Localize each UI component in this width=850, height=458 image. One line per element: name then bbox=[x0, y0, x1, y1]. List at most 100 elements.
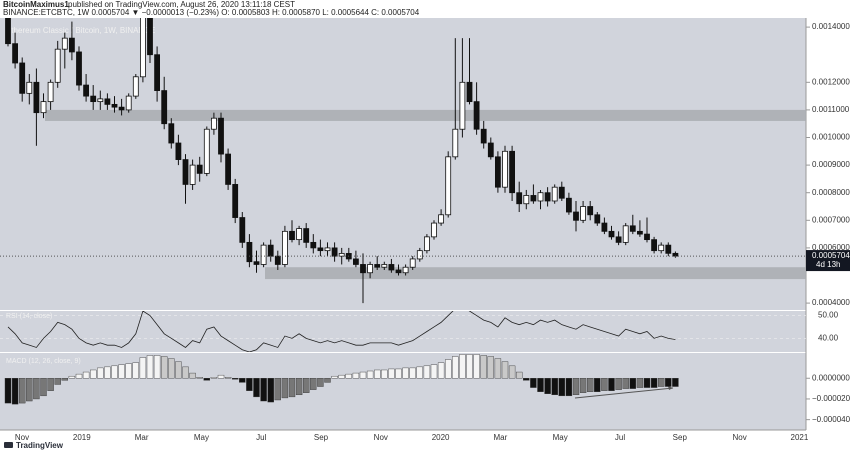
candle-body bbox=[566, 197, 572, 213]
macd-bar bbox=[530, 378, 537, 388]
candle-body bbox=[26, 81, 33, 94]
macd-bar bbox=[487, 356, 494, 379]
macd-bar bbox=[104, 366, 111, 379]
macd-bar bbox=[608, 378, 615, 391]
candle-body bbox=[615, 236, 622, 243]
rsi-tick-label: 50.00 bbox=[818, 311, 839, 320]
rsi-plot bbox=[7, 311, 676, 352]
author: BitcoinMaximus1 bbox=[3, 0, 69, 9]
price-plot bbox=[5, 18, 806, 304]
macd-bar bbox=[75, 373, 83, 379]
trend-arrow bbox=[668, 386, 673, 390]
macd-bar bbox=[594, 378, 601, 392]
macd-bar bbox=[587, 378, 594, 392]
watermark: Ethereum Classic / Bitcoin, 1W, BINANCE bbox=[6, 26, 155, 35]
candle-body bbox=[296, 228, 303, 241]
macd-bar bbox=[317, 378, 324, 387]
macd-bar bbox=[601, 378, 608, 391]
macd-bar bbox=[331, 375, 338, 379]
candle-body bbox=[203, 128, 210, 174]
macd-bar bbox=[551, 378, 558, 396]
candle-body bbox=[168, 123, 175, 144]
candle-body bbox=[189, 164, 196, 185]
candle-body bbox=[445, 156, 452, 216]
candle-body bbox=[367, 264, 374, 274]
candle-body bbox=[416, 250, 423, 260]
candle-body bbox=[530, 195, 537, 202]
candle-body bbox=[644, 233, 650, 241]
macd-bar bbox=[352, 372, 360, 379]
x-tick-label: Sep bbox=[673, 433, 688, 442]
macd-bar bbox=[658, 378, 665, 387]
x-tick-label: Jul bbox=[615, 433, 625, 442]
candle-body bbox=[175, 142, 182, 160]
macd-bar bbox=[288, 378, 296, 398]
candle-body bbox=[381, 264, 388, 268]
macd-bar bbox=[295, 378, 303, 396]
macd-bar bbox=[61, 378, 68, 381]
x-tick-label: May bbox=[194, 433, 209, 442]
macd-bar bbox=[366, 370, 374, 379]
candle-body bbox=[210, 117, 217, 130]
macd-bar bbox=[118, 364, 125, 379]
x-tick-label: Mar bbox=[494, 433, 508, 442]
y-tick-label: 0.0014000 bbox=[812, 22, 850, 31]
candle-body bbox=[40, 101, 47, 114]
candle-body bbox=[289, 230, 295, 241]
candle-body bbox=[352, 258, 359, 265]
macd-bar bbox=[196, 377, 203, 379]
last-price-label: 0.0005704 bbox=[812, 251, 850, 260]
zone bbox=[265, 267, 806, 280]
macd-bar bbox=[452, 356, 459, 379]
candle-body bbox=[551, 186, 558, 202]
y-tick-label: 0.0004000 bbox=[812, 298, 850, 307]
candle-body bbox=[502, 150, 508, 188]
macd-bar bbox=[345, 373, 352, 379]
macd-bar bbox=[217, 374, 225, 379]
x-tick-label: Nov bbox=[15, 433, 29, 442]
macd-bar bbox=[672, 378, 679, 387]
candle-body bbox=[480, 128, 487, 144]
candle-body bbox=[76, 51, 82, 86]
macd-bar bbox=[224, 377, 232, 379]
macd-bar bbox=[82, 371, 90, 379]
macd-bar bbox=[260, 378, 267, 402]
macd-label: MACD (12, 26, close, 9) bbox=[6, 358, 81, 365]
macd-bar bbox=[409, 367, 416, 379]
macd-bar bbox=[303, 378, 310, 393]
candle-body bbox=[239, 217, 246, 243]
price-pane bbox=[0, 18, 806, 310]
macd-bar bbox=[558, 378, 565, 397]
candle-body bbox=[580, 206, 586, 221]
macd-bar bbox=[395, 368, 402, 379]
macd-bar bbox=[47, 378, 54, 391]
y-tick-label: 0.0008000 bbox=[812, 188, 850, 197]
x-tick-label: 2020 bbox=[432, 433, 450, 442]
macd-bar bbox=[11, 378, 19, 405]
y-tick-label: 0.0012000 bbox=[812, 77, 850, 86]
candle-body bbox=[274, 255, 281, 265]
candle-body bbox=[182, 159, 189, 185]
candle-body bbox=[658, 244, 665, 252]
macd-bar bbox=[310, 378, 317, 390]
candle-body bbox=[33, 81, 40, 114]
macd-bar bbox=[231, 378, 239, 380]
macd-bar bbox=[643, 378, 651, 388]
macd-bar bbox=[246, 378, 253, 391]
macd-bar bbox=[189, 372, 196, 379]
macd-bar bbox=[402, 367, 409, 379]
y-tick-label: 0.0010000 bbox=[812, 133, 850, 142]
candle-body bbox=[246, 241, 253, 263]
candle-body bbox=[310, 241, 317, 249]
macd-bar bbox=[423, 365, 431, 379]
macd-bar bbox=[650, 378, 658, 388]
candle-body bbox=[558, 186, 565, 199]
macd-bar bbox=[210, 377, 218, 379]
macd-bar bbox=[430, 364, 438, 379]
x-tick-label: Jul bbox=[256, 433, 266, 442]
macd-bar bbox=[565, 378, 573, 397]
candle-body bbox=[139, 18, 146, 78]
candle-body bbox=[12, 43, 19, 64]
candle-body bbox=[601, 222, 608, 232]
